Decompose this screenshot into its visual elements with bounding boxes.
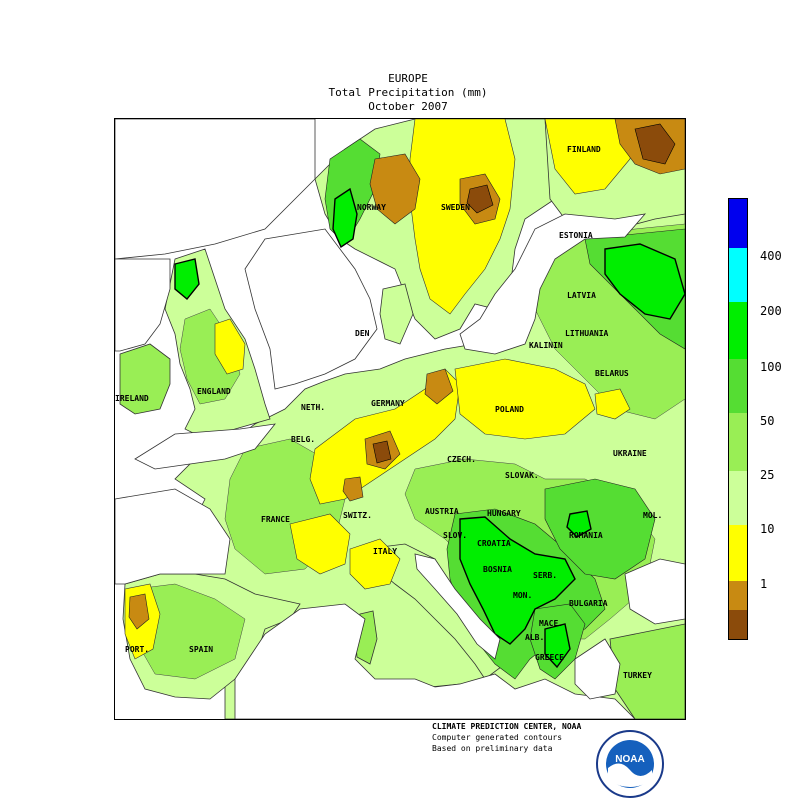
bright-green-zone-greece	[544, 623, 571, 669]
legend-tick-100: 100	[760, 360, 782, 374]
bright-green-zone-norway	[332, 187, 358, 249]
label-italy: ITALY	[373, 547, 398, 556]
english-channel	[134, 423, 276, 470]
label-bulgaria: BULGARIA	[569, 599, 608, 608]
label-belg: BELG.	[291, 435, 316, 444]
label-den: DEN	[355, 329, 370, 338]
label-austria: AUSTRIA	[425, 507, 459, 516]
label-serb: SERB.	[533, 571, 558, 580]
label-england: ENGLAND	[197, 387, 231, 396]
label-mon: MON.	[513, 591, 533, 600]
tan-zone-norway	[369, 153, 421, 225]
label-turkey: TURKEY	[623, 671, 652, 680]
label-estonia: ESTONIA	[559, 231, 593, 240]
legend-swatch-zero	[729, 610, 747, 639]
label-latvia: LATVIA	[567, 291, 596, 300]
noaa-logo: NOAA	[596, 730, 664, 798]
black-sea	[624, 558, 685, 625]
label-mace: MACE.	[539, 619, 564, 628]
label-slovak: SLOVAK.	[505, 471, 539, 480]
label-neth: NETH.	[301, 403, 326, 412]
tan-zone-poland	[424, 368, 454, 405]
tan-zone-iberia	[128, 593, 150, 630]
legend-swatch-25-50	[729, 413, 747, 471]
bright-green-zone-baltic	[604, 243, 685, 320]
label-alb: ALB.	[525, 633, 545, 642]
bright-green-zone-romania	[566, 510, 592, 538]
map-period: October 2007	[368, 100, 448, 113]
brown-zone-germany	[372, 440, 392, 464]
label-bosnia: BOSNIA	[483, 565, 512, 574]
legend-color-bar	[728, 198, 748, 640]
map-frame: FINLAND NORWAY SWEDEN ESTONIA LATVIA LIT…	[114, 118, 686, 720]
label-finland: FINLAND	[567, 145, 601, 154]
label-port: PORT.	[125, 645, 150, 654]
credit-line-1: CLIMATE PREDICTION CENTER, NOAA	[432, 722, 582, 731]
label-ireland: IRELAND	[115, 394, 149, 403]
yellow-zone-poland	[454, 358, 596, 440]
brown-zone-finland	[634, 123, 676, 165]
label-lithuania: LITHUANIA	[565, 329, 609, 338]
label-romania: ROMANIA	[569, 531, 603, 540]
label-france: FRANCE	[261, 515, 290, 524]
legend-swatch-200-400	[729, 248, 747, 302]
bright-green-zone-balkans	[459, 516, 576, 645]
label-poland: POLAND	[495, 405, 524, 414]
label-czech: CZECH.	[447, 455, 476, 464]
legend-tick-50: 50	[760, 414, 775, 428]
label-switz: SWITZ.	[343, 511, 372, 520]
label-greece: GREECE	[535, 653, 564, 662]
tan-zone-switz	[342, 476, 364, 502]
credit-line-3: Based on preliminary data	[432, 744, 553, 753]
label-belarus: BELARUS	[595, 369, 629, 378]
yellow-zone-france-west	[289, 513, 351, 575]
legend-swatch-gt-400	[729, 199, 747, 248]
map-title: EUROPE	[388, 72, 428, 85]
mediterranean	[234, 603, 636, 719]
bright-green-zone-scotland	[174, 258, 200, 300]
green-zone-romania	[544, 478, 656, 580]
legend-tick-400: 400	[760, 249, 782, 263]
yellow-zone-ukraine	[594, 388, 631, 420]
bay-of-biscay	[115, 488, 231, 585]
yellow-zone-italy	[349, 538, 401, 590]
label-slov: SLOV.	[443, 531, 468, 540]
label-spain: SPAIN	[189, 645, 214, 654]
legend-tick-25: 25	[760, 468, 775, 482]
legend-swatch-1-10	[729, 525, 747, 581]
yellow-zone-england-east	[214, 318, 246, 375]
label-kalinin: KALININ	[529, 341, 563, 350]
yellow-zone-finland	[544, 119, 636, 195]
label-ukraine: UKRAINE	[613, 449, 647, 458]
legend-swatch-100-200	[729, 302, 747, 359]
noaa-logo-text: NOAA	[615, 754, 644, 765]
north-sea	[244, 228, 378, 390]
brown-zone-sweden	[466, 184, 494, 214]
label-norway: NORWAY	[357, 203, 386, 212]
legend-tick-200: 200	[760, 304, 782, 318]
precipitation-map	[115, 119, 685, 719]
label-croatia: CROATIA	[477, 539, 511, 548]
aegean	[574, 638, 621, 700]
irish-sea	[115, 258, 171, 352]
legend-swatch-10-25	[729, 471, 747, 525]
legend-tick-10: 10	[760, 522, 775, 536]
label-mol: MOL.	[643, 511, 663, 520]
legend-swatch-lt-1	[729, 581, 747, 610]
label-hungary: HUNGARY	[487, 509, 521, 518]
legend-swatch-50-100	[729, 359, 747, 413]
label-sweden: SWEDEN	[441, 203, 470, 212]
legend-tick-1: 1	[760, 577, 768, 591]
map-subtitle: Total Precipitation (mm)	[328, 86, 488, 99]
adriatic	[414, 553, 501, 660]
ireland	[119, 343, 171, 415]
atlantic-west	[115, 119, 316, 260]
credit-line-2: Computer generated contours	[432, 733, 563, 742]
label-germany: GERMANY	[371, 399, 405, 408]
baltic-sea	[459, 213, 647, 355]
denmark	[379, 283, 414, 345]
